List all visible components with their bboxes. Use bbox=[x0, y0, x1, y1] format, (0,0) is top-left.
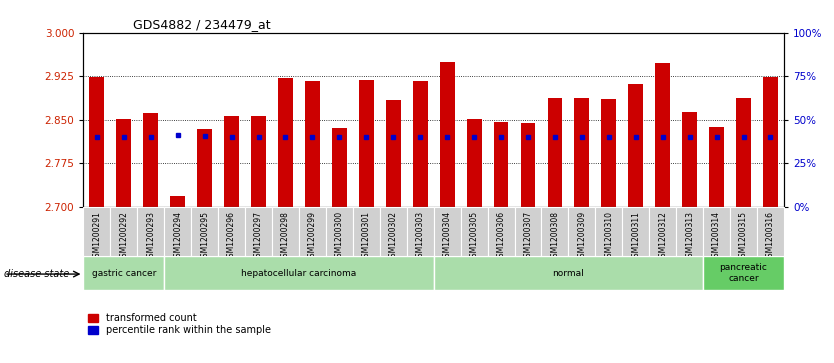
Bar bbox=[164, 256, 434, 290]
Bar bbox=[757, 207, 784, 256]
Bar bbox=[703, 207, 730, 256]
Text: GSM1200292: GSM1200292 bbox=[119, 211, 128, 262]
Text: GSM1200303: GSM1200303 bbox=[415, 211, 425, 262]
Bar bbox=[164, 207, 191, 256]
Bar bbox=[379, 207, 407, 256]
Bar bbox=[467, 119, 481, 207]
Bar bbox=[219, 207, 245, 256]
Text: normal: normal bbox=[553, 269, 585, 278]
Bar bbox=[763, 77, 778, 207]
Bar bbox=[353, 207, 379, 256]
Bar bbox=[622, 207, 649, 256]
Bar bbox=[138, 207, 164, 256]
Bar bbox=[730, 207, 757, 256]
Bar bbox=[110, 207, 138, 256]
Bar bbox=[541, 207, 569, 256]
Text: GSM1200300: GSM1200300 bbox=[335, 211, 344, 262]
Bar bbox=[272, 207, 299, 256]
Text: GSM1200291: GSM1200291 bbox=[93, 211, 102, 262]
Bar bbox=[488, 207, 515, 256]
Text: GSM1200307: GSM1200307 bbox=[524, 211, 532, 262]
Text: GSM1200297: GSM1200297 bbox=[254, 211, 263, 262]
Bar bbox=[224, 116, 239, 207]
Bar bbox=[305, 81, 319, 207]
Text: GSM1200296: GSM1200296 bbox=[227, 211, 236, 262]
Bar bbox=[117, 119, 131, 207]
Bar bbox=[191, 207, 219, 256]
Bar bbox=[83, 256, 164, 290]
Bar bbox=[547, 98, 562, 207]
Bar bbox=[656, 63, 670, 207]
Bar bbox=[569, 207, 595, 256]
Text: disease state: disease state bbox=[4, 269, 69, 279]
Text: GSM1200312: GSM1200312 bbox=[658, 211, 667, 262]
Legend: transformed count, percentile rank within the sample: transformed count, percentile rank withi… bbox=[88, 313, 271, 335]
Text: GSM1200299: GSM1200299 bbox=[308, 211, 317, 262]
Bar bbox=[407, 207, 434, 256]
Text: GDS4882 / 234479_at: GDS4882 / 234479_at bbox=[133, 18, 271, 31]
Bar bbox=[676, 207, 703, 256]
Bar bbox=[575, 98, 590, 207]
Bar bbox=[359, 80, 374, 207]
Text: GSM1200306: GSM1200306 bbox=[496, 211, 505, 262]
Bar bbox=[386, 100, 400, 207]
Bar bbox=[434, 207, 460, 256]
Bar bbox=[278, 78, 293, 207]
Text: GSM1200302: GSM1200302 bbox=[389, 211, 398, 262]
Bar bbox=[89, 77, 104, 207]
Bar bbox=[736, 98, 751, 207]
Bar bbox=[460, 207, 488, 256]
Text: GSM1200304: GSM1200304 bbox=[443, 211, 452, 262]
Bar bbox=[326, 207, 353, 256]
Text: GSM1200309: GSM1200309 bbox=[577, 211, 586, 262]
Text: hepatocellular carcinoma: hepatocellular carcinoma bbox=[241, 269, 357, 278]
Bar bbox=[413, 81, 428, 207]
Text: GSM1200314: GSM1200314 bbox=[712, 211, 721, 262]
Bar bbox=[703, 256, 784, 290]
Text: GSM1200298: GSM1200298 bbox=[281, 211, 290, 262]
Bar bbox=[434, 256, 703, 290]
Bar bbox=[595, 207, 622, 256]
Text: GSM1200316: GSM1200316 bbox=[766, 211, 775, 262]
Text: GSM1200301: GSM1200301 bbox=[362, 211, 371, 262]
Text: GSM1200311: GSM1200311 bbox=[631, 211, 641, 262]
Bar bbox=[515, 207, 541, 256]
Bar bbox=[520, 123, 535, 207]
Text: gastric cancer: gastric cancer bbox=[92, 269, 156, 278]
Text: GSM1200315: GSM1200315 bbox=[739, 211, 748, 262]
Bar bbox=[251, 116, 266, 207]
Bar bbox=[628, 84, 643, 207]
Bar bbox=[682, 112, 697, 207]
Bar bbox=[440, 62, 455, 207]
Bar bbox=[170, 196, 185, 207]
Bar bbox=[245, 207, 272, 256]
Text: GSM1200294: GSM1200294 bbox=[173, 211, 182, 262]
Text: GSM1200293: GSM1200293 bbox=[146, 211, 155, 262]
Text: GSM1200310: GSM1200310 bbox=[605, 211, 613, 262]
Bar bbox=[197, 129, 212, 207]
Bar bbox=[299, 207, 326, 256]
Text: GSM1200308: GSM1200308 bbox=[550, 211, 560, 262]
Bar bbox=[83, 207, 110, 256]
Text: pancreatic
cancer: pancreatic cancer bbox=[720, 264, 767, 283]
Bar bbox=[332, 128, 347, 207]
Text: GSM1200295: GSM1200295 bbox=[200, 211, 209, 262]
Text: GSM1200313: GSM1200313 bbox=[686, 211, 694, 262]
Bar bbox=[494, 122, 509, 207]
Text: GSM1200305: GSM1200305 bbox=[470, 211, 479, 262]
Bar bbox=[709, 127, 724, 207]
Bar bbox=[143, 113, 158, 207]
Bar bbox=[649, 207, 676, 256]
Bar bbox=[601, 99, 616, 207]
